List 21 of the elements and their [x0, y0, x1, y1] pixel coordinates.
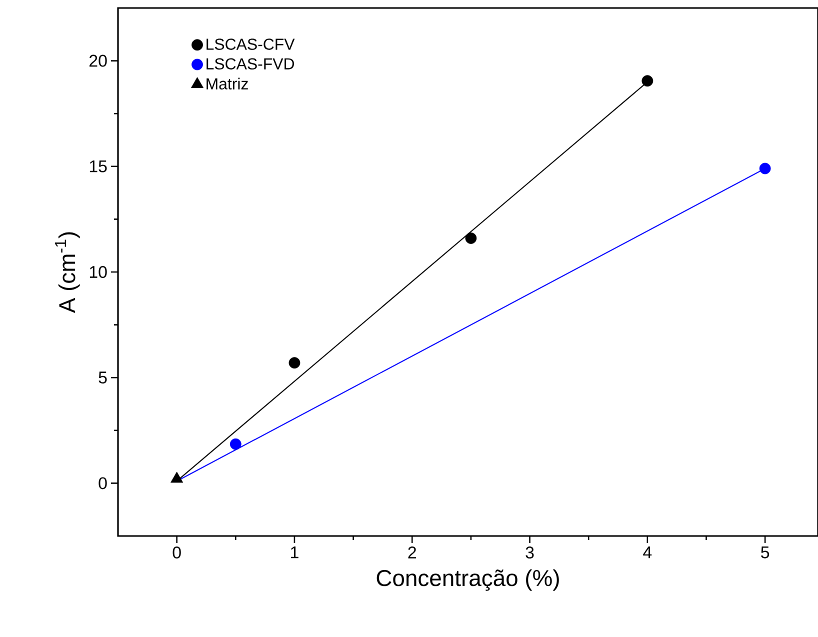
y-tick-label: 20 [90, 54, 107, 67]
y-tick-label: 15 [90, 160, 107, 172]
y-axis-title: A (cm$^{-1}$) [55, 232, 80, 314]
point [642, 75, 654, 87]
legend-label: Matriz [206, 78, 248, 90]
legend-label: LSCAS-CFV [206, 38, 295, 50]
x-tick-label: 1 [291, 546, 298, 558]
x-tick-label: 5 [761, 546, 770, 558]
point [230, 438, 242, 450]
x-tick-label: 3 [526, 546, 534, 559]
y-tick-label: 10 [90, 266, 107, 278]
legend-label: LSCAS-FVD [206, 58, 294, 70]
y-tick-label: 0 [98, 477, 107, 490]
point [759, 162, 771, 174]
x-axis-title: Concentração (%) [376, 569, 559, 591]
y-tick-label: 5 [98, 372, 107, 384]
point [465, 232, 477, 244]
point [288, 357, 300, 369]
x-tick-label: 2 [408, 546, 416, 558]
x-tick-label: 0 [172, 546, 181, 559]
x-tick-label: 4 [643, 546, 652, 558]
